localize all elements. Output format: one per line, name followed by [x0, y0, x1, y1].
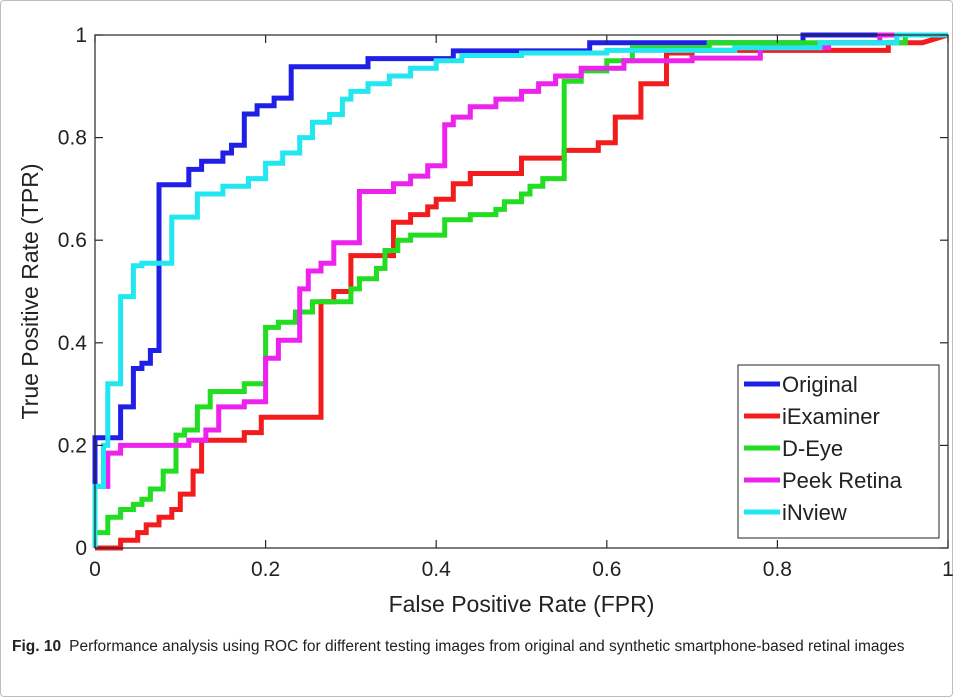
x-tick-label: 0.2: [251, 558, 280, 581]
x-tick-label: 0.8: [763, 558, 792, 581]
series-line-inview: [92, 32, 948, 548]
y-tick-label: 0.6: [58, 229, 87, 252]
y-axis-ticks: 0 0.2 0.4 0.6 0.8 1: [58, 24, 948, 560]
x-tick-label: 0.6: [592, 558, 621, 581]
figure-caption: Fig. 10 Performance analysis using ROC fo…: [12, 636, 937, 658]
legend-label: Peek Retina: [782, 468, 903, 493]
x-tick-label: 0.4: [422, 558, 452, 581]
legend-label: iNview: [782, 500, 847, 525]
y-tick-label: 0.2: [58, 434, 87, 457]
y-tick-label: 0.4: [58, 332, 88, 355]
x-tick-label: 0: [89, 558, 101, 581]
legend: Original iExaminer D-Eye Peek Retina iNview: [737, 364, 940, 539]
y-tick-label: 0.8: [58, 127, 87, 150]
series-line-peek-retina: [92, 32, 948, 548]
x-tick-label: 1: [942, 558, 954, 581]
caption-text: Performance analysis using ROC for diffe…: [69, 638, 905, 655]
roc-chart: 0 0.2 0.4 0.6 0.8 1 0 0.2 0.4 0.6 0.8 1 False Posi…: [17, 24, 954, 617]
legend-label: Original: [782, 372, 858, 397]
legend-box: [737, 364, 940, 539]
series-line-d-eye: [92, 32, 948, 548]
legend-label: iExaminer: [782, 404, 880, 429]
x-axis-ticks: 0 0.2 0.4 0.6 0.8 1: [89, 35, 954, 581]
plot-border: [94, 34, 949, 549]
y-tick-label: 1: [75, 24, 87, 47]
series-line-original: [92, 32, 948, 548]
y-tick-label: 0: [75, 537, 87, 560]
plot-area: 0 0.2 0.4 0.6 0.8 1 0 0.2 0.4 0.6 0.8 1: [58, 24, 954, 581]
legend-label: D-Eye: [782, 436, 843, 461]
y-axis-title: True Positive Rate (TPR): [17, 163, 43, 419]
caption-label: Fig. 10: [12, 638, 62, 655]
series-group: [92, 32, 949, 551]
legend-items: Original iExaminer D-Eye Peek Retina iNview: [744, 372, 903, 525]
series-line-iexaminer: [95, 32, 949, 551]
x-axis-title: False Positive Rate (FPR): [389, 591, 655, 617]
